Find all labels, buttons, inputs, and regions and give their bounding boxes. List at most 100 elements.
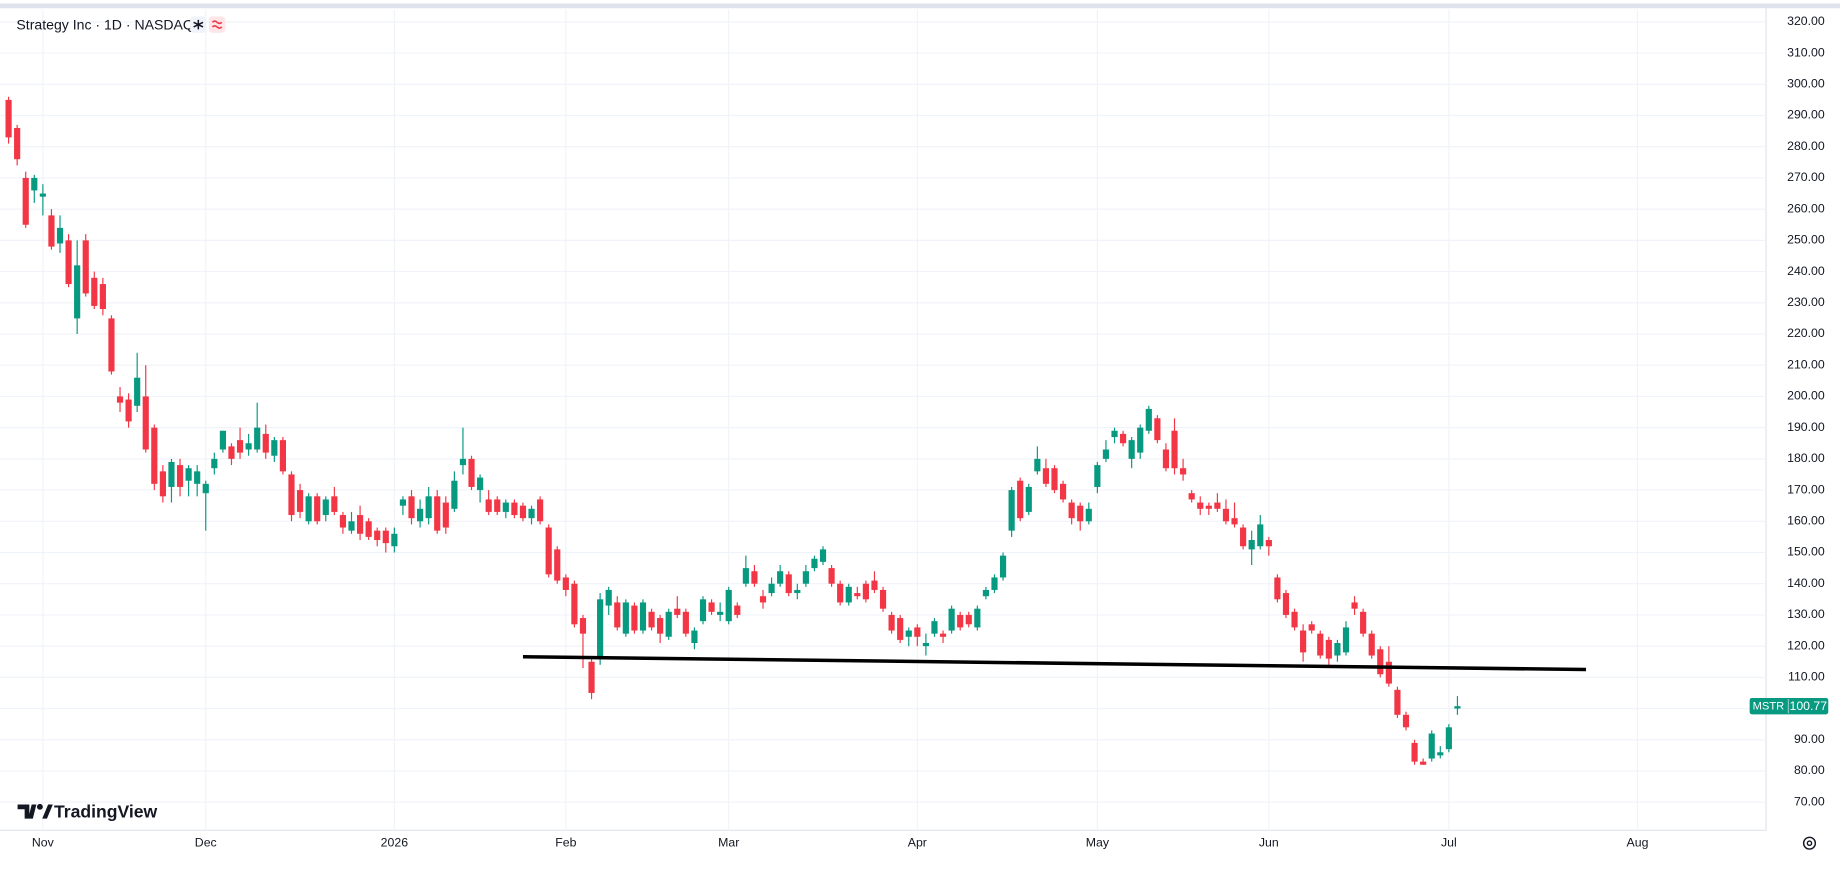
candle-body: [159, 471, 166, 497]
candle-body: [1454, 706, 1461, 709]
y-tick-label: 310.00: [1787, 45, 1825, 59]
y-tick-label: 120.00: [1787, 638, 1825, 652]
candle-body: [314, 496, 321, 522]
x-tick-label: Jun: [1259, 835, 1279, 849]
candle-body: [631, 605, 638, 631]
candle-body: [219, 430, 226, 450]
candle-body: [348, 521, 355, 531]
x-tick-label: Mar: [718, 835, 739, 849]
candle-body: [91, 277, 98, 306]
candle-body: [691, 630, 698, 644]
candle-body: [622, 602, 629, 634]
candle-body: [1102, 449, 1110, 459]
candle-body: [931, 621, 938, 634]
candle-body: [597, 599, 604, 659]
y-tick-label: 320.00: [1787, 14, 1825, 28]
candle-body: [648, 611, 655, 628]
icon-glyph: [211, 20, 223, 29]
candle-body: [494, 499, 501, 512]
candle-body: [725, 589, 732, 622]
candle-body: [785, 574, 792, 594]
candle-body: [1188, 493, 1195, 500]
header-icons: [190, 16, 226, 33]
candle-body: [236, 440, 244, 453]
candle-body: [185, 468, 192, 481]
candle-body: [1385, 661, 1392, 684]
y-tick-label: 80.00: [1794, 763, 1825, 777]
y-tick-label: 130.00: [1787, 607, 1825, 621]
candle-body: [862, 583, 869, 600]
candle-body: [759, 596, 767, 603]
y-tick-label: 180.00: [1787, 451, 1825, 465]
candle-body: [768, 583, 775, 594]
x-tick-label: Aug: [1627, 835, 1649, 849]
y-tick-label: 200.00: [1787, 389, 1825, 403]
candle-body: [374, 530, 381, 541]
candle-body: [1402, 714, 1410, 728]
x-tick-label: May: [1086, 835, 1110, 849]
candle-body: [674, 608, 681, 615]
candle-body: [271, 440, 278, 456]
candle-body: [879, 589, 887, 609]
candle-body: [468, 458, 475, 487]
candle-body: [74, 265, 81, 319]
candle-body: [777, 571, 784, 584]
candle-body: [1240, 527, 1247, 547]
y-tick-label: 260.00: [1787, 201, 1825, 215]
candle-body: [1171, 430, 1178, 469]
candle-body: [845, 586, 852, 603]
candle-body: [1025, 486, 1032, 512]
candle-body: [416, 508, 424, 522]
candle-body: [751, 571, 758, 584]
settings-icon[interactable]: [1802, 836, 1817, 850]
trendline: [522, 654, 1587, 672]
candle-body: [1445, 727, 1452, 750]
candle-body: [477, 477, 484, 491]
candle-body: [1257, 524, 1264, 547]
candle-body: [485, 499, 492, 512]
candle-body: [519, 505, 527, 519]
y-tick-label: 300.00: [1787, 77, 1825, 91]
candle-body: [262, 433, 269, 453]
candle-body: [1334, 643, 1341, 656]
candle-body: [1042, 468, 1050, 484]
candle-body: [108, 318, 115, 372]
candle-body: [14, 127, 21, 160]
y-tick-label: 290.00: [1787, 108, 1825, 122]
candle-body: [665, 611, 672, 637]
candle-body: [194, 471, 201, 484]
candle-body: [1325, 639, 1332, 659]
candle-body: [1197, 502, 1204, 509]
candle-body: [1437, 752, 1444, 756]
candle-body: [511, 502, 518, 516]
candle-body: [871, 580, 878, 590]
candle-body: [1420, 761, 1427, 765]
candle-body: [391, 533, 398, 547]
candle-body: [888, 614, 895, 631]
candle-body: [425, 496, 432, 519]
chart-title: Strategy Inc · 1D · NASDAQ: [16, 17, 194, 33]
candle-body: [176, 465, 184, 487]
candle-body: [1428, 733, 1435, 759]
candle-body: [605, 589, 612, 606]
settings-icon[interactable]: [1802, 836, 1817, 850]
y-tick-label: 190.00: [1787, 420, 1825, 434]
candle-body: [545, 527, 552, 575]
candle-body: [99, 284, 106, 310]
brand-name: TradingView: [54, 801, 158, 821]
candle-body: [56, 227, 64, 244]
y-tick-label: 230.00: [1787, 295, 1825, 309]
candle-body: [699, 599, 707, 622]
candle-body: [202, 483, 209, 494]
candle-body: [537, 499, 544, 522]
candle-body: [1162, 449, 1170, 469]
y-tick-label: 70.00: [1794, 794, 1825, 808]
candle-body: [614, 602, 621, 628]
price-tag-value: 100.77: [1789, 699, 1827, 713]
settings-icon[interactable]: [1806, 840, 1813, 847]
y-tick-label: 210.00: [1787, 357, 1825, 371]
candle-body: [802, 571, 809, 584]
candle-body: [819, 549, 827, 562]
candle-body: [1368, 633, 1375, 656]
candle-body: [382, 530, 389, 544]
